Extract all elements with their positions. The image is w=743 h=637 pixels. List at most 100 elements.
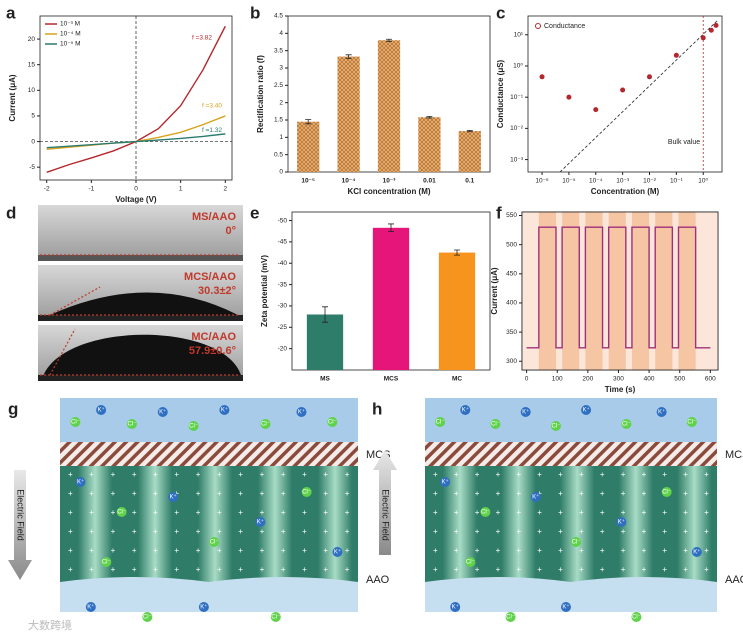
ion (560, 602, 571, 612)
field-label: Electric Field (381, 489, 391, 541)
plus-sign: + (433, 546, 438, 555)
ion (188, 421, 199, 431)
ion-label: Cl⁻ (261, 422, 270, 428)
y-tick-label: -30 (278, 303, 288, 310)
bulk-line (559, 19, 719, 173)
angle-label: 0° (225, 225, 236, 237)
ion (70, 417, 81, 427)
plus-sign: + (174, 489, 179, 498)
ion-label: Cl⁻ (210, 540, 219, 546)
plus-sign: + (153, 508, 158, 517)
plus-sign: + (345, 546, 350, 555)
ion (530, 492, 541, 502)
plus-sign: + (132, 489, 137, 498)
channel (560, 466, 595, 582)
ion-label: K⁺ (298, 409, 305, 416)
plus-sign: + (704, 565, 709, 574)
ion-label: Cl⁻ (271, 615, 280, 621)
high-band (562, 212, 580, 370)
substrate (38, 255, 243, 261)
y-axis-title: Conductance (μS) (496, 59, 505, 128)
plus-sign: + (662, 546, 667, 555)
x-tick-label: 10⁻¹ (670, 178, 684, 185)
plus-sign: + (621, 546, 626, 555)
plus-sign: + (345, 489, 350, 498)
plus-sign: + (433, 470, 438, 479)
plus-sign: + (642, 546, 647, 555)
plus-sign: + (516, 470, 521, 479)
plus-sign: + (89, 546, 94, 555)
plus-sign: + (68, 470, 73, 479)
field-label: Electric Field (16, 489, 26, 541)
plus-sign: + (496, 508, 501, 517)
x-tick-label: 10⁻⁶ (535, 178, 549, 185)
plus-sign: + (475, 546, 480, 555)
plus-sign: + (89, 489, 94, 498)
panel-label: d (6, 203, 16, 222)
ion (101, 557, 112, 567)
y-tick-label: 550 (506, 212, 517, 219)
plus-sign: + (260, 470, 265, 479)
ion (198, 602, 209, 612)
plus-sign: + (496, 527, 501, 536)
plus-sign: + (323, 489, 328, 498)
layer-label: AAO (366, 574, 390, 586)
bar (438, 252, 476, 370)
bar (306, 314, 344, 370)
plus-sign: + (516, 527, 521, 536)
substrate (38, 375, 243, 381)
ion (440, 477, 451, 487)
annotation: f =3.82 (192, 35, 212, 42)
x-tick-label: 200 (582, 376, 593, 383)
ion-label: K⁺ (522, 409, 529, 416)
y-tick-label: -25 (278, 324, 288, 331)
plus-sign: + (174, 565, 179, 574)
point (700, 35, 706, 41)
data-line (46, 133, 226, 149)
x-tick-label: 10⁻⁴ (342, 178, 356, 185)
plus-sign: + (323, 546, 328, 555)
plus-sign: + (238, 508, 243, 517)
plus-sign: + (132, 546, 137, 555)
ion-label: Cl⁻ (687, 420, 696, 426)
channel (198, 466, 232, 582)
plus-sign: + (516, 489, 521, 498)
y-tick-label: 0 (31, 138, 35, 145)
ion (581, 405, 592, 415)
ion-label: K⁺ (98, 407, 105, 414)
photo (38, 205, 243, 261)
panel-label: g (8, 399, 18, 418)
plus-sign: + (68, 527, 73, 536)
plus-sign: + (260, 489, 265, 498)
y-tick-label: 1.5 (274, 117, 283, 124)
plus-sign: + (516, 508, 521, 517)
solution-top (60, 398, 358, 442)
plus-sign: + (496, 470, 501, 479)
tangent (49, 286, 101, 316)
plus-sign: + (433, 527, 438, 536)
plus-sign: + (281, 546, 286, 555)
plus-sign: + (89, 470, 94, 479)
y-tick-label: -5 (29, 164, 35, 171)
watermark: 大数跨境 (28, 618, 72, 632)
ion (332, 547, 343, 557)
plus-sign: + (496, 565, 501, 574)
plus-sign: + (68, 508, 73, 517)
plus-sign: + (345, 527, 350, 536)
angle-label: 57.9±0.6° (189, 345, 236, 357)
ion (686, 417, 697, 427)
plus-sign: + (621, 508, 626, 517)
ion (520, 407, 531, 417)
y-tick-label: 500 (506, 241, 517, 248)
panel-label: a (6, 3, 16, 22)
plus-sign: + (642, 565, 647, 574)
ion-label: Cl⁻ (506, 615, 515, 621)
plus-sign: + (558, 527, 563, 536)
ion-label: Cl⁻ (102, 560, 111, 566)
legend-marker (535, 23, 541, 29)
plus-sign: + (600, 546, 605, 555)
plus-sign: + (683, 546, 688, 555)
y-tick-label: 20 (28, 36, 36, 43)
y-tick-label: -45 (278, 239, 288, 246)
plus-sign: + (537, 470, 542, 479)
